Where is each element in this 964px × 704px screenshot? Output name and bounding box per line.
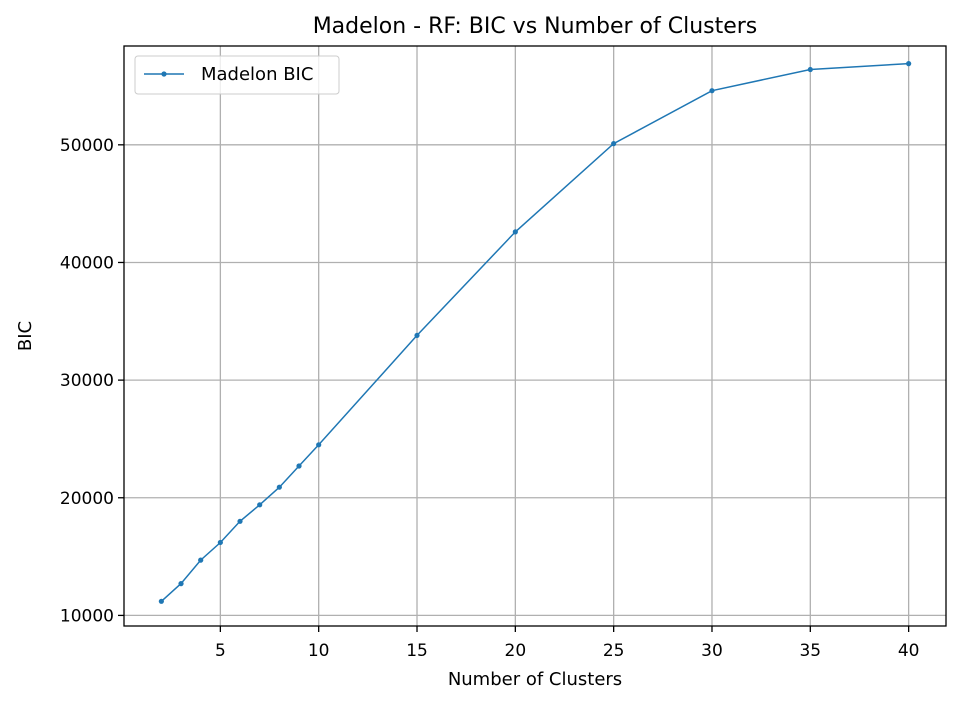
legend-label-madelon-bic: Madelon BIC [201,64,313,85]
x-tick-label: 30 [701,641,723,661]
ticks: 5 10 15 20 25 30 35 40 10000 20000 30000 40000 50000 [60,136,920,661]
data-point [807,66,813,73]
data-point [158,598,164,604]
data-point [611,141,617,147]
x-tick-label: 20 [505,641,527,661]
y-tick-label: 20000 [60,489,114,509]
y-tick-label: 40000 [60,253,114,273]
legend-dot-marker [161,71,167,77]
grid [124,46,946,626]
y-tick-label: 10000 [60,606,114,626]
y-tick-label: 50000 [60,136,114,156]
legend-box [134,55,340,95]
data-point [276,484,282,490]
chart-title: Madelon - RF: BIC vs Number of Clusters [313,14,758,39]
y-tick-label: 30000 [60,371,114,391]
y-axis-label: BIC [15,321,36,351]
x-tick-label: 25 [603,641,625,661]
legend: Madelon BIC [134,55,340,95]
plot-frame [123,45,947,627]
data-point [906,61,912,67]
data-point [178,581,184,587]
data-point [257,502,263,508]
data-point [512,229,518,235]
data-point [198,557,204,563]
series-layer [158,61,912,604]
x-axis-label: Number of Clusters [448,669,622,690]
x-tick-label: 10 [308,641,330,661]
x-tick-label: 15 [406,641,428,661]
data-point [316,442,322,448]
x-tick-label: 40 [898,641,920,661]
data-point [237,518,243,524]
data-point [414,332,420,339]
x-tick-label: 35 [799,641,821,661]
data-point [709,88,715,94]
data-point [296,463,302,469]
data-point [217,539,223,546]
x-tick-label: 5 [215,641,226,661]
